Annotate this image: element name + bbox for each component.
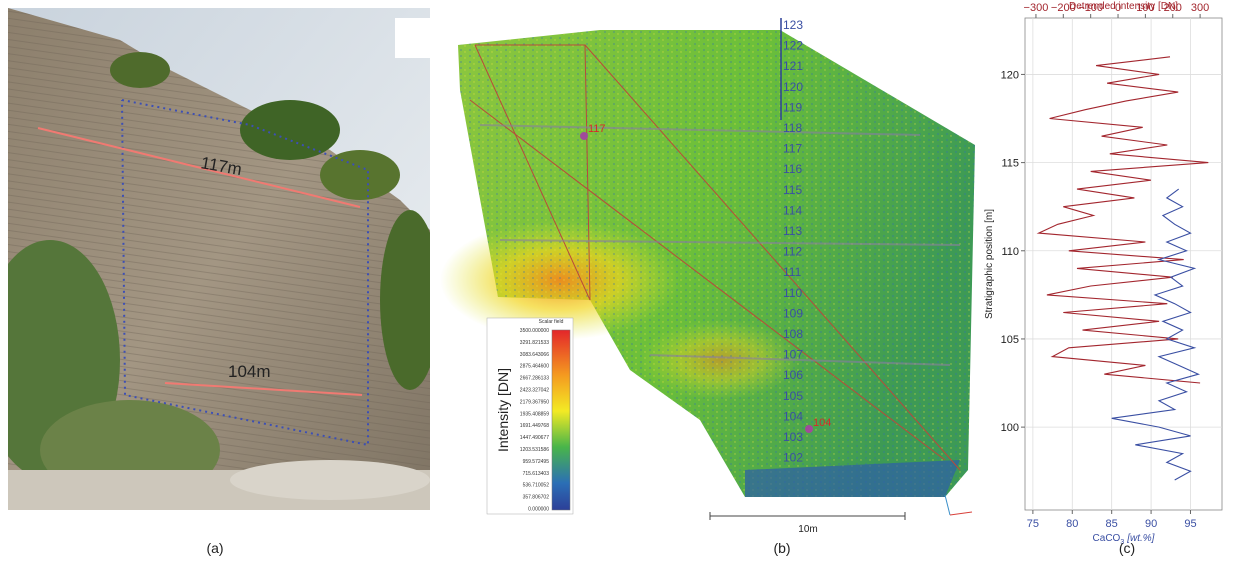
- strat-label: 110: [783, 286, 802, 300]
- colorbar-label: 2423.327042: [520, 388, 549, 394]
- scale-bar: [709, 512, 906, 520]
- x-axis-label: CaCO3 [wt.%]: [1093, 533, 1155, 546]
- strat-label: 113: [783, 224, 802, 238]
- colorbar-title: Scalar field: [539, 319, 564, 325]
- x2-tick-label: 0: [1115, 2, 1121, 14]
- colorbar-label: 959.572495: [523, 459, 550, 465]
- strat-label: 112: [783, 245, 802, 259]
- y-tick-label: 105: [1001, 334, 1019, 346]
- y-tick-label: 100: [1001, 422, 1019, 434]
- x2-tick-label: 100: [1136, 2, 1154, 14]
- strat-label: 123: [783, 18, 803, 32]
- y-tick-label: 120: [1001, 69, 1019, 81]
- strat-label: 116: [783, 162, 802, 176]
- strat-label: 106: [783, 368, 803, 382]
- plot-area: [1024, 17, 1223, 511]
- colorbar-labels: 3500.000000 3291.821533 3083.643066 2875.46…: [520, 328, 549, 513]
- x-axis-label-part: CaCO: [1093, 533, 1121, 544]
- colorbar-label: 3500.000000: [520, 328, 549, 334]
- colorbar-label: 536.710052: [523, 483, 550, 489]
- annotation: 104m: [228, 362, 271, 381]
- y-tick-label: 110: [1001, 246, 1019, 258]
- x2-tick-label: −200: [1051, 2, 1076, 14]
- colorbar-label: 2179.367950: [520, 399, 549, 405]
- strat-label: 107: [783, 348, 803, 362]
- colorbar-label: 1691.449768: [520, 423, 549, 429]
- strat-label: 102: [783, 451, 803, 465]
- x2-axis-label: Detrended intensity [DN]: [1069, 1, 1178, 12]
- chart: 75 80 85 90 95 −300 −200 −100 0 100 200 300 100 105 11…: [984, 1, 1223, 546]
- strat-labels: 123 122 121 120 119 118 117 116 115 114 113 112 111 1…: [783, 18, 803, 465]
- series-line: [1036, 56, 1209, 384]
- strat-label: 120: [783, 80, 803, 94]
- strat-label: 114: [783, 203, 802, 217]
- x-tick-label: 90: [1145, 518, 1157, 530]
- panel-label: (b): [773, 540, 790, 556]
- colorbar-label: 357.806702: [523, 495, 550, 501]
- strat-label: 109: [783, 306, 803, 320]
- strat-label: 122: [783, 39, 803, 53]
- panel-label: (a): [206, 540, 223, 556]
- x-tick-label: 85: [1106, 518, 1118, 530]
- x-tick-label: 75: [1027, 518, 1039, 530]
- x2-tick-label: 300: [1191, 2, 1209, 14]
- strat-label: 119: [783, 100, 802, 114]
- marker-label: 104: [813, 417, 831, 429]
- strat-label: 103: [783, 430, 803, 444]
- colorbar-axis-label: Intensity [DN]: [495, 368, 511, 452]
- strat-label: 108: [783, 327, 803, 341]
- colorbar-label: 3291.821533: [520, 340, 549, 346]
- x-axis-label-part: [wt.%]: [1126, 533, 1154, 544]
- colorbar-label: 1203.531586: [520, 447, 549, 453]
- colorbar-label: 0.000000: [528, 507, 549, 513]
- colorbar-label: 1447.490677: [520, 435, 549, 441]
- x2-tick-label: −100: [1078, 2, 1103, 14]
- strat-label: 104: [783, 409, 803, 423]
- scale-bar-label: 10m: [798, 524, 817, 535]
- outcrop-photo: [8, 8, 430, 510]
- series-line: [1111, 188, 1201, 481]
- strat-label: 121: [783, 59, 803, 73]
- x2-tick-label: 200: [1164, 2, 1182, 14]
- colorbar-label: 2667.286133: [520, 376, 549, 382]
- strat-label: 117: [783, 142, 802, 156]
- strat-label: 118: [783, 121, 802, 135]
- marker-label: 117: [588, 123, 606, 135]
- strat-label: 111: [783, 265, 802, 279]
- colorbar: [486, 317, 574, 515]
- colorbar-label: 1935.408859: [520, 411, 549, 417]
- y-tick-label: 115: [1001, 158, 1019, 170]
- strat-label: 105: [783, 389, 803, 403]
- x-tick-label: 95: [1184, 518, 1196, 530]
- x-axis-label-part: 3: [1120, 539, 1124, 546]
- y-axis-label: Stratigraphic position [m]: [984, 209, 995, 319]
- colorbar-label: 2875.464600: [520, 364, 549, 370]
- colorbar-label: 715.613403: [523, 471, 550, 477]
- colorbar-label: 3083.643066: [520, 352, 549, 358]
- panel-label: (c): [1119, 540, 1135, 556]
- x-tick-label: 80: [1066, 518, 1078, 530]
- point-cloud: [440, 18, 975, 516]
- strat-label: 115: [783, 183, 802, 197]
- x2-tick-label: −300: [1024, 2, 1049, 14]
